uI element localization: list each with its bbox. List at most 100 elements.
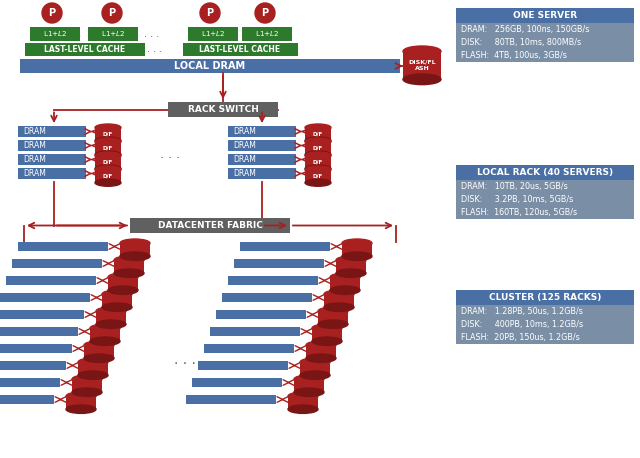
Ellipse shape [66,405,96,414]
Ellipse shape [96,320,126,328]
Ellipse shape [120,239,150,247]
Bar [95,142,121,155]
Ellipse shape [312,324,342,333]
Bar [305,156,331,169]
Text: FLASH:  160TB, 120us, 5GB/s: FLASH: 160TB, 120us, 5GB/s [461,208,577,217]
Text: L1$ + L2$: L1$ + L2$ [100,29,125,38]
Ellipse shape [305,179,331,186]
Ellipse shape [342,252,372,261]
Bar [456,290,634,305]
Bar [84,345,114,358]
Text: L1$ + L2$: L1$ + L2$ [43,29,67,38]
Text: LAST-LEVEL CACHE: LAST-LEVEL CACHE [44,45,125,54]
Ellipse shape [108,286,138,294]
Ellipse shape [288,392,318,400]
Text: DRAM: DRAM [233,141,256,150]
Circle shape [42,3,62,23]
Bar [0,378,60,387]
Text: D/F: D/F [313,146,323,151]
Bar [95,156,121,169]
Ellipse shape [102,303,132,311]
Bar [96,311,126,324]
Ellipse shape [305,151,331,158]
Bar [456,165,634,180]
Ellipse shape [95,151,121,158]
Circle shape [200,3,220,23]
Ellipse shape [312,337,342,345]
Text: CLUSTER (125 RACKS): CLUSTER (125 RACKS) [489,293,601,302]
Ellipse shape [330,286,360,294]
Text: RACK SWITCH: RACK SWITCH [188,105,259,114]
Ellipse shape [294,375,324,383]
Bar [210,327,300,336]
Bar [0,327,78,336]
Bar [228,126,296,137]
Text: LOCAL DRAM: LOCAL DRAM [175,61,246,71]
Bar [25,43,145,56]
Bar [0,361,66,370]
Ellipse shape [305,138,331,145]
Bar [0,310,84,319]
Ellipse shape [72,388,102,397]
Text: FLASH:  20PB, 150us, 1.2GB/s: FLASH: 20PB, 150us, 1.2GB/s [461,333,580,342]
Text: DRAM: DRAM [233,127,256,136]
Ellipse shape [95,124,121,131]
Text: DRAM: DRAM [233,169,256,178]
Bar [336,260,366,273]
Text: D/F: D/F [103,146,113,151]
Bar [186,395,276,404]
Bar [198,361,288,370]
Text: DRAM:   256GB, 100ns, 150GB/s: DRAM: 256GB, 100ns, 150GB/s [461,25,589,34]
Ellipse shape [305,137,331,144]
Bar [188,27,238,41]
Bar [242,27,292,41]
Bar [456,23,634,62]
Bar [0,395,54,404]
Ellipse shape [84,341,114,349]
Text: . . .: . . . [174,353,196,367]
Bar [294,379,324,392]
Ellipse shape [95,137,121,144]
Text: DRAM: DRAM [23,169,46,178]
Bar [12,259,102,268]
Bar [90,328,120,341]
Circle shape [255,3,275,23]
Bar [0,344,72,353]
Bar [18,242,108,251]
Ellipse shape [336,256,366,264]
Bar [183,43,298,56]
Text: DISK:     80TB, 10ms, 800MB/s: DISK: 80TB, 10ms, 800MB/s [461,38,581,47]
Ellipse shape [300,358,330,366]
Ellipse shape [318,307,348,316]
Text: DRAM: DRAM [23,127,46,136]
Ellipse shape [305,165,331,172]
Bar [30,27,80,41]
Ellipse shape [288,405,318,414]
Bar [228,168,296,179]
Ellipse shape [90,337,120,345]
Ellipse shape [95,166,121,173]
Ellipse shape [300,371,330,379]
Ellipse shape [306,354,336,362]
Bar [456,180,634,219]
Ellipse shape [95,165,121,172]
Ellipse shape [114,256,144,264]
Bar [88,27,138,41]
Ellipse shape [330,273,360,281]
Bar [0,293,90,302]
Text: LAST-LEVEL CACHE: LAST-LEVEL CACHE [200,45,280,54]
Bar [228,140,296,151]
Bar [342,243,372,256]
Ellipse shape [403,74,441,85]
Bar [306,345,336,358]
Bar [66,396,96,409]
Bar [330,277,360,290]
Ellipse shape [90,324,120,333]
Bar [6,276,96,285]
Text: D/F: D/F [313,160,323,164]
Text: DRAM: DRAM [23,155,46,164]
Text: P: P [108,8,116,18]
Bar [18,154,86,165]
Ellipse shape [305,152,331,159]
Bar [288,396,318,409]
